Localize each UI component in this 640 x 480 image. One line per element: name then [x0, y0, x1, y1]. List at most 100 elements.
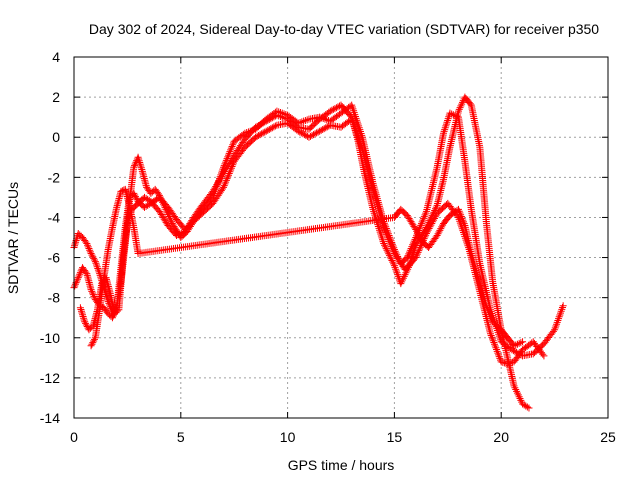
- data-point: [303, 116, 311, 124]
- data-point: [77, 305, 85, 313]
- data-point: [84, 243, 92, 251]
- data-point: [495, 353, 503, 361]
- data-point: [411, 245, 419, 253]
- data-point: [221, 180, 229, 188]
- y-tick-label: -6: [48, 250, 61, 266]
- data-point: [82, 321, 90, 329]
- data-point: [517, 396, 525, 404]
- data-point: [255, 132, 263, 140]
- data-point: [438, 223, 446, 231]
- data-point: [79, 312, 87, 320]
- data-point: [404, 263, 412, 271]
- data-point: [228, 142, 236, 150]
- data-point: [131, 191, 139, 199]
- data-point: [429, 210, 437, 218]
- data-point: [483, 303, 491, 311]
- data-point: [496, 354, 504, 362]
- data-point: [83, 240, 91, 248]
- data-point: [310, 131, 318, 139]
- data-point: [424, 220, 432, 228]
- data-point: [134, 153, 142, 161]
- data-point: [293, 122, 301, 130]
- data-point: [434, 230, 442, 238]
- data-point: [297, 129, 305, 137]
- data-point: [132, 193, 140, 201]
- data-point: [410, 247, 418, 255]
- data-point: [87, 286, 95, 294]
- data-point: [299, 130, 307, 138]
- data-point: [79, 311, 87, 319]
- data-point: [491, 340, 499, 348]
- data-point: [388, 256, 396, 264]
- data-point: [89, 339, 97, 347]
- data-point: [130, 163, 138, 171]
- data-point: [442, 120, 450, 128]
- data-point: [392, 267, 400, 275]
- data-point: [408, 254, 416, 262]
- data-point: [326, 107, 334, 115]
- data-point: [91, 294, 99, 302]
- data-point: [389, 258, 397, 266]
- data-point: [220, 182, 228, 190]
- data-point: [89, 289, 97, 297]
- data-point: [408, 252, 416, 260]
- data-point: [167, 216, 175, 224]
- data-point: [81, 318, 89, 326]
- data-point: [508, 346, 516, 354]
- data-point: [401, 271, 409, 279]
- data-point: [513, 389, 521, 397]
- data-point: [394, 271, 402, 279]
- data-point: [485, 309, 493, 317]
- data-point: [433, 231, 441, 239]
- data-point: [252, 133, 260, 141]
- data-point: [135, 157, 143, 165]
- data-point: [388, 244, 396, 252]
- data-point: [276, 112, 284, 120]
- data-point: [92, 259, 100, 267]
- y-tick-label: -2: [48, 169, 61, 185]
- x-axis-label: GPS time / hours: [288, 457, 395, 473]
- data-point: [437, 225, 445, 233]
- data-point: [413, 252, 421, 260]
- data-point: [88, 340, 96, 348]
- data-point: [76, 269, 84, 277]
- data-point: [80, 314, 88, 322]
- data-point: [456, 209, 464, 217]
- data-point: [455, 207, 463, 215]
- data-point: [399, 274, 407, 282]
- axis-ticks: [73, 56, 609, 419]
- data-point: [512, 386, 520, 394]
- data-point: [444, 116, 452, 124]
- series-3: [76, 93, 533, 412]
- data-point: [174, 231, 182, 239]
- data-point: [220, 183, 228, 191]
- data-point: [440, 127, 448, 135]
- data-point: [90, 337, 98, 345]
- data-point: [415, 231, 423, 239]
- data-point: [457, 211, 465, 219]
- data-point: [262, 127, 270, 135]
- data-point: [459, 218, 467, 226]
- data-point: [383, 246, 391, 254]
- data-point: [224, 173, 232, 181]
- data-point: [484, 307, 492, 315]
- data-point: [271, 122, 279, 130]
- data-point: [394, 272, 402, 280]
- data-point: [137, 162, 145, 170]
- data-point: [385, 237, 393, 245]
- data-point: [103, 294, 111, 302]
- data-point: [89, 291, 97, 299]
- data-point: [388, 243, 396, 251]
- data-point: [380, 225, 388, 233]
- data-point: [412, 254, 420, 262]
- data-point: [346, 112, 354, 120]
- data-point: [458, 98, 466, 106]
- data-point: [135, 155, 143, 163]
- data-point: [167, 218, 175, 226]
- data-point: [71, 240, 79, 248]
- data-point: [137, 164, 145, 172]
- data-point: [300, 131, 308, 139]
- data-point: [511, 348, 519, 356]
- data-point: [441, 126, 449, 134]
